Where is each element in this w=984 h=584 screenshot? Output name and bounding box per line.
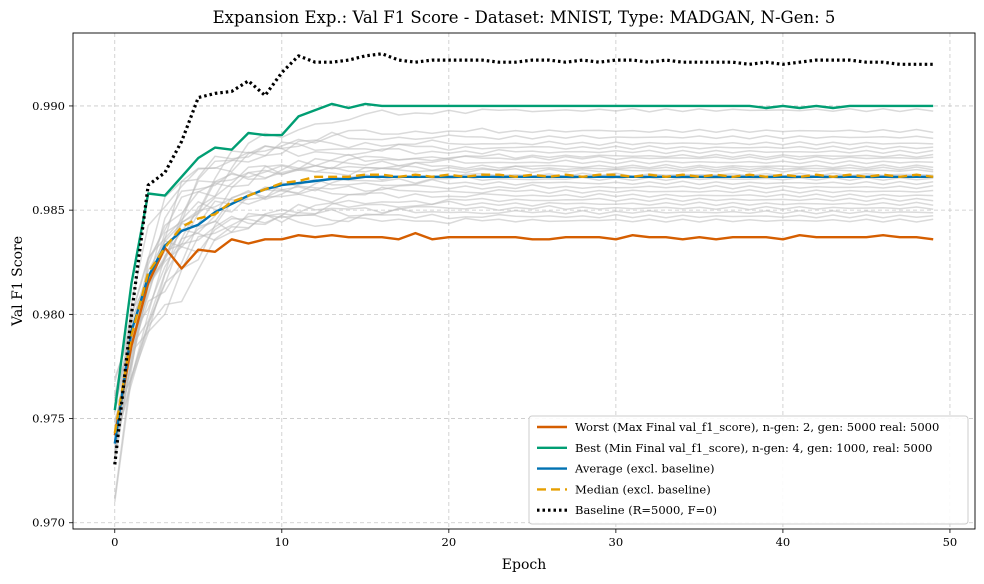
axis-ticks: 0 10 20 30 40 50 0.970 0.975 0.980 0.985 0.990 xyxy=(32,99,957,549)
legend-entry-label: Median (excl. baseline) xyxy=(575,482,711,496)
background-run-line xyxy=(114,157,934,396)
legend-box xyxy=(528,415,969,525)
background-run-line xyxy=(114,131,934,463)
legend-entry-label: Average (excl. baseline) xyxy=(574,462,715,476)
background-run-line xyxy=(114,214,934,383)
series-line-3 xyxy=(113,173,934,434)
background-run-line xyxy=(114,153,934,399)
background-run-line xyxy=(114,141,934,453)
background-run-line xyxy=(114,159,934,379)
x-tick-label: 10 xyxy=(274,535,289,549)
background-run-line xyxy=(114,164,934,458)
y-tick-label: 0.980 xyxy=(32,307,65,321)
y-tick-label: 0.985 xyxy=(32,203,65,217)
x-tick-label: 20 xyxy=(442,535,457,549)
background-run-line xyxy=(114,178,934,405)
legend: Worst (Max Final val_f1_score), n-gen: 2… xyxy=(528,415,969,525)
plot-frame xyxy=(72,32,976,530)
series-lines xyxy=(113,52,934,465)
background-run-line xyxy=(114,153,934,397)
x-axis-label: Epoch xyxy=(502,557,546,573)
background-run-line xyxy=(114,145,934,460)
background-run-line xyxy=(114,164,934,499)
x-tick-label: 40 xyxy=(776,535,791,549)
background-run-line xyxy=(114,200,934,423)
legend-entry-label: Baseline (R=5000, F=0) xyxy=(575,503,717,517)
background-run-line xyxy=(114,207,934,448)
y-tick-label: 0.975 xyxy=(32,412,65,426)
background-run-line xyxy=(114,191,934,459)
x-tick-label: 0 xyxy=(111,535,118,549)
chart-title: Expansion Exp.: Val F1 Score - Dataset: … xyxy=(213,8,836,27)
background-run-line xyxy=(114,212,934,413)
x-tick-label: 50 xyxy=(943,535,958,549)
legend-entry-label: Best (Min Final val_f1_score), n-gen: 4,… xyxy=(575,441,933,455)
series-line-4 xyxy=(113,52,934,465)
background-run-line xyxy=(114,203,934,407)
y-tick-label: 0.970 xyxy=(32,516,65,530)
x-tick-label: 30 xyxy=(609,535,624,549)
background-run-line xyxy=(114,107,934,502)
y-axis-label: Val F1 Score xyxy=(10,236,26,327)
series-line-1 xyxy=(113,102,934,411)
background-run-line xyxy=(114,182,934,426)
legend-entry-label: Worst (Max Final val_f1_score), n-gen: 2… xyxy=(575,420,939,434)
y-tick-label: 0.990 xyxy=(32,99,65,113)
series-line-0 xyxy=(113,231,934,436)
